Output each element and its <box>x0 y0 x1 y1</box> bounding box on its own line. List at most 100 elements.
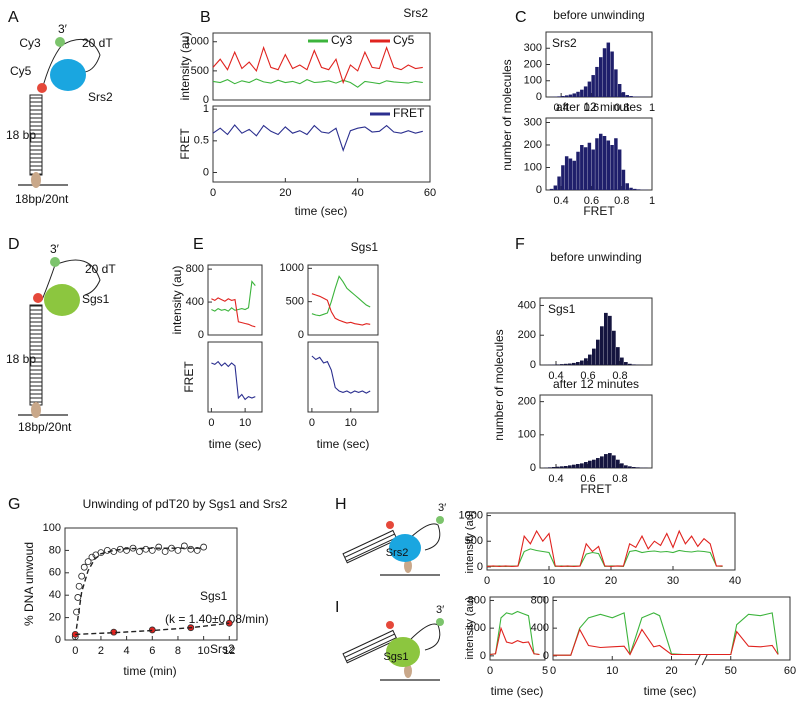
histogram-bar <box>576 464 580 468</box>
plot-frame <box>207 341 263 413</box>
y-tick-label: 1 <box>203 103 209 115</box>
x-tick-label: 0.6 <box>580 370 595 382</box>
diagram-a: Cy3 3′ 20 dT Cy5 Srs2 18 bp 18bp/20nt <box>6 22 113 206</box>
histogram-bar <box>599 133 603 190</box>
histogram-bar <box>588 354 592 365</box>
axis-break <box>697 655 706 665</box>
data-point <box>142 545 150 553</box>
y-tick-label: 800 <box>531 594 549 606</box>
histogram-bar <box>552 467 556 468</box>
x-tick-label: 20 <box>665 665 677 677</box>
y-tick-label: 80 <box>49 544 61 556</box>
histogram-bar <box>592 348 596 365</box>
y-tick-label: 100 <box>43 522 61 534</box>
x-tick-label: 0.8 <box>614 102 629 114</box>
panel-letter: I <box>335 599 339 616</box>
x-tick-label: 1 <box>649 195 655 207</box>
histogram-bar <box>588 460 592 468</box>
histogram-bar <box>636 467 640 468</box>
data-point <box>155 543 163 551</box>
chart-title: after 12 minutes <box>553 377 639 391</box>
y-tick-label: 0 <box>530 359 536 371</box>
data-point <box>136 548 143 555</box>
chart-title: after 12 minutes <box>556 100 642 114</box>
histogram-bar <box>561 96 565 97</box>
x-tick-label: 10 <box>543 575 555 587</box>
x-tick-label: 0 <box>484 575 490 587</box>
y-tick-label: 0 <box>480 650 486 662</box>
y-tick-label: 200 <box>518 396 536 408</box>
histogram-bar <box>624 465 628 468</box>
y-tick-label: 1000 <box>185 36 209 48</box>
x-tick-label: 0 <box>550 665 556 677</box>
histogram-bar <box>576 362 580 365</box>
y-tick-label: 40 <box>49 589 61 601</box>
x-axis-label: time (sec) <box>209 437 262 451</box>
data-point <box>78 572 86 580</box>
y-tick-label: 0 <box>477 561 483 573</box>
data-point <box>187 545 195 553</box>
fit-curve <box>75 622 230 636</box>
y-tick-label: 20 <box>49 612 61 624</box>
x-tick-label: 0 <box>72 645 78 657</box>
x-tick-label: 0.4 <box>553 102 568 114</box>
y-tick-label: 0.5 <box>194 135 209 147</box>
histogram-bar <box>602 48 607 97</box>
label: 20 dT <box>85 262 116 276</box>
data-point <box>80 563 88 571</box>
x-tick-label: 40 <box>729 575 741 587</box>
label: 18 bp <box>6 128 36 142</box>
histogram-bar <box>553 185 558 190</box>
histogram-bar <box>576 91 580 97</box>
data-point <box>193 547 201 554</box>
trace <box>311 355 371 394</box>
histogram-bar <box>591 75 595 97</box>
trace <box>553 612 779 656</box>
plot-frame <box>486 512 736 571</box>
plot-frame <box>539 394 653 469</box>
histogram-bar <box>620 357 624 365</box>
y-tick-label: 500 <box>465 535 483 547</box>
x-tick-label: 60 <box>424 187 436 199</box>
annotation: Srs2 <box>552 36 577 50</box>
y-axis-label: intensity (au) <box>464 511 476 574</box>
y-tick-label: 300 <box>524 42 542 54</box>
histogram-bar <box>564 95 569 97</box>
data-point <box>88 553 96 561</box>
x-tick-label: 8 <box>175 645 181 657</box>
x-tick-label: 6 <box>149 645 155 657</box>
x-tick-label: 0.4 <box>553 195 568 207</box>
histogram-bar <box>604 312 608 365</box>
x-tick-label: 0.8 <box>614 195 629 207</box>
plot-frame <box>212 105 431 183</box>
histogram-bar <box>600 326 604 365</box>
histogram-bar <box>616 347 620 365</box>
annotation: Sgs1 <box>200 589 228 603</box>
x-axis-label: time (min) <box>123 664 176 678</box>
histogram-bar <box>617 149 622 190</box>
trace <box>211 297 256 328</box>
x-tick-label: 10 <box>606 665 618 677</box>
histogram-bar <box>572 362 576 365</box>
x-tick-label: 0.6 <box>584 102 599 114</box>
x-axis-label: time (sec) <box>317 437 370 451</box>
y-tick-label: 500 <box>286 296 304 308</box>
trace <box>211 360 256 401</box>
data-point <box>84 558 92 565</box>
legend-label: Cy3 <box>331 33 353 47</box>
data-point <box>75 582 83 590</box>
plot-frame <box>307 341 379 413</box>
histogram-bar <box>606 42 611 97</box>
histogram-bar <box>580 89 584 97</box>
y-axis-label: intensity (au) <box>464 597 476 660</box>
y-tick-label: 800 <box>186 263 204 275</box>
data-point <box>200 543 208 551</box>
y-tick-label: 800 <box>468 594 486 606</box>
y-tick-label: 0 <box>203 166 209 178</box>
histogram-bar <box>580 463 584 468</box>
x-tick-label: 20 <box>279 187 291 199</box>
histogram-bar <box>629 96 633 97</box>
histogram-bar <box>612 455 616 468</box>
histogram-bar <box>592 459 596 468</box>
label: Sgs1 <box>383 651 408 663</box>
